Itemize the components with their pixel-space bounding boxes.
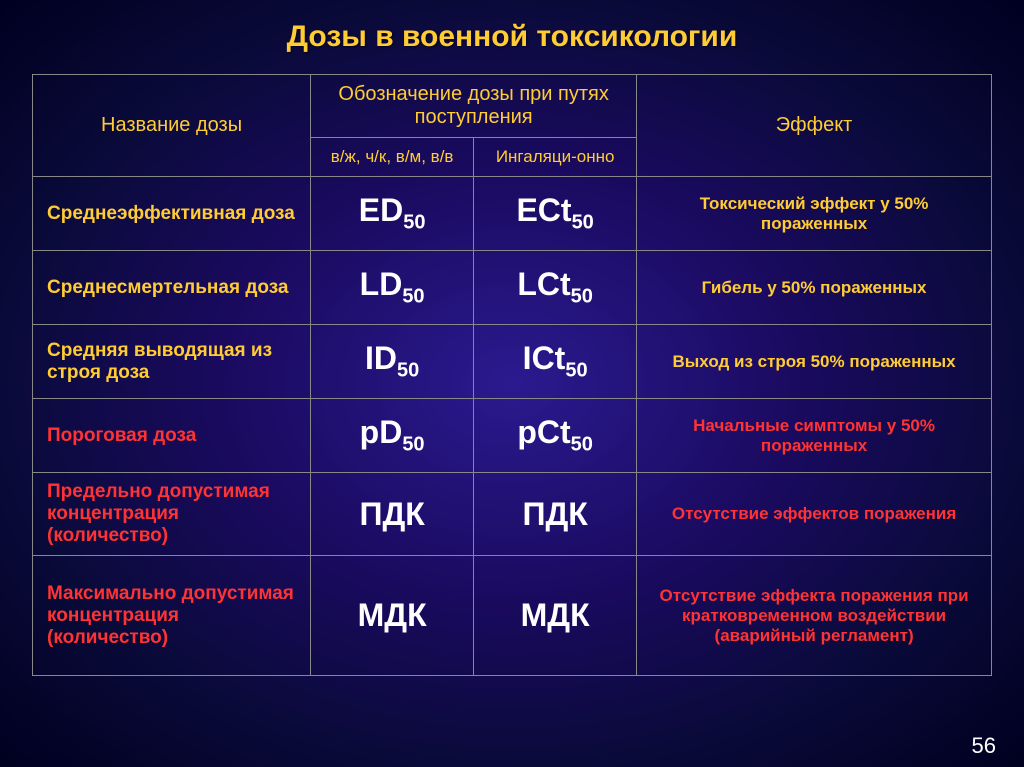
table-row: Средняя выводящая из строя дозаID50ICt50… xyxy=(33,325,992,399)
table-row: Предельно допустимая концентрация (колич… xyxy=(33,473,992,556)
dose-symbol-2: ECt50 xyxy=(474,177,637,251)
table-row: Среднеэффективная дозаED50ECt50Токсическ… xyxy=(33,177,992,251)
dose-name: Предельно допустимая концентрация (колич… xyxy=(33,473,311,556)
dose-symbol-1: ED50 xyxy=(311,177,474,251)
dose-name: Максимально допустимая концентрация (кол… xyxy=(33,556,311,676)
dose-effect: Выход из строя 50% пораженных xyxy=(637,325,992,399)
header-row-1: Название дозы Обозначение дозы при путях… xyxy=(33,75,992,138)
table-row: Максимально допустимая концентрация (кол… xyxy=(33,556,992,676)
dose-name: Средняя выводящая из строя доза xyxy=(33,325,311,399)
header-name: Название дозы xyxy=(33,75,311,177)
dose-symbol-1: ID50 xyxy=(311,325,474,399)
header-route1: в/ж, ч/к, в/м, в/в xyxy=(311,138,474,177)
header-route2: Ингаляци-онно xyxy=(474,138,637,177)
dose-symbol-1: pD50 xyxy=(311,399,474,473)
dose-symbol-2: МДК xyxy=(474,556,637,676)
header-designation: Обозначение дозы при путях поступления xyxy=(311,75,637,138)
dose-effect: Отсутствие эффектов поражения xyxy=(637,473,992,556)
dose-symbol-2: pCt50 xyxy=(474,399,637,473)
table-row: Среднесмертельная дозаLD50LCt50Гибель у … xyxy=(33,251,992,325)
header-effect: Эффект xyxy=(637,75,992,177)
dose-symbol-1: МДК xyxy=(311,556,474,676)
dose-symbol-1: ПДК xyxy=(311,473,474,556)
slide-title: Дозы в военной токсикологии xyxy=(32,20,992,54)
dose-effect: Гибель у 50% пораженных xyxy=(637,251,992,325)
dose-name: Пороговая доза xyxy=(33,399,311,473)
dose-symbol-2: ICt50 xyxy=(474,325,637,399)
dose-table: Название дозы Обозначение дозы при путях… xyxy=(32,74,992,676)
dose-symbol-1: LD50 xyxy=(311,251,474,325)
dose-name: Среднесмертельная доза xyxy=(33,251,311,325)
dose-symbol-2: LCt50 xyxy=(474,251,637,325)
dose-symbol-2: ПДК xyxy=(474,473,637,556)
dose-name: Среднеэффективная доза xyxy=(33,177,311,251)
dose-effect: Токсический эффект у 50% пораженных xyxy=(637,177,992,251)
dose-effect: Начальные симптомы у 50% пораженных xyxy=(637,399,992,473)
page-number: 56 xyxy=(972,733,996,759)
dose-effect: Отсутствие эффекта поражения при кратков… xyxy=(637,556,992,676)
table-row: Пороговая дозаpD50pCt50Начальные симптом… xyxy=(33,399,992,473)
